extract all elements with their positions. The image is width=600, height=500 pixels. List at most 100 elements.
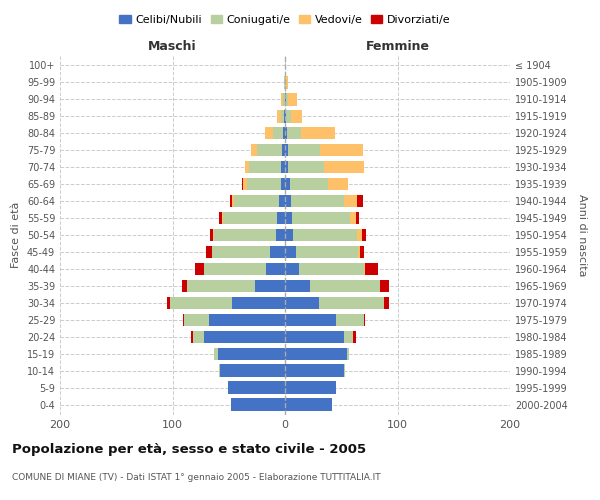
Bar [285, 178, 290, 190]
Bar [223, 212, 277, 224]
Bar [284, 76, 285, 88]
Bar [285, 280, 310, 292]
Bar [213, 228, 214, 241]
Bar [301, 126, 335, 140]
Bar [281, 160, 285, 173]
Bar [290, 110, 302, 122]
Bar [290, 178, 328, 190]
Text: Femmine: Femmine [365, 40, 430, 54]
Bar [281, 93, 283, 106]
Bar [365, 262, 379, 276]
Bar [206, 246, 212, 258]
Bar [358, 246, 361, 258]
Y-axis label: Fasce di età: Fasce di età [11, 202, 21, 268]
Bar [287, 126, 301, 140]
Bar [285, 348, 347, 360]
Bar [283, 126, 285, 140]
Bar [289, 144, 320, 156]
Bar [285, 110, 286, 122]
Bar [280, 194, 285, 207]
Bar [285, 212, 292, 224]
Bar [335, 314, 364, 326]
Bar [283, 93, 285, 106]
Bar [310, 280, 380, 292]
Bar [285, 246, 296, 258]
Bar [285, 194, 290, 207]
Bar [285, 296, 319, 310]
Bar [204, 262, 266, 276]
Bar [182, 314, 184, 326]
Bar [218, 348, 285, 360]
Bar [167, 296, 170, 310]
Bar [277, 212, 285, 224]
Bar [218, 364, 220, 377]
Bar [218, 212, 222, 224]
Bar [325, 160, 364, 173]
Bar [209, 314, 285, 326]
Bar [285, 398, 332, 411]
Legend: Celibi/Nubili, Coniugati/e, Vedovi/e, Divorziati/e: Celibi/Nubili, Coniugati/e, Vedovi/e, Di… [115, 10, 455, 29]
Text: Popolazione per età, sesso e stato civile - 2005: Popolazione per età, sesso e stato civil… [12, 442, 366, 456]
Bar [193, 330, 204, 344]
Bar [350, 212, 356, 224]
Bar [320, 144, 362, 156]
Bar [251, 144, 257, 156]
Bar [230, 194, 232, 207]
Bar [289, 160, 325, 173]
Bar [347, 348, 349, 360]
Bar [285, 228, 293, 241]
Bar [328, 178, 348, 190]
Bar [364, 262, 365, 276]
Bar [357, 228, 361, 241]
Bar [285, 76, 286, 88]
Bar [245, 160, 249, 173]
Bar [195, 262, 204, 276]
Bar [254, 280, 285, 292]
Bar [222, 212, 223, 224]
Bar [281, 178, 285, 190]
Bar [343, 330, 353, 344]
Bar [271, 246, 285, 258]
Bar [353, 330, 356, 344]
Bar [266, 262, 285, 276]
Bar [182, 280, 187, 292]
Bar [285, 144, 289, 156]
Text: Maschi: Maschi [148, 40, 197, 54]
Bar [191, 330, 193, 344]
Bar [285, 160, 289, 173]
Text: COMUNE DI MIANE (TV) - Dati ISTAT 1° gennaio 2005 - Elaborazione TUTTITALIA.IT: COMUNE DI MIANE (TV) - Dati ISTAT 1° gen… [12, 472, 380, 482]
Bar [285, 93, 286, 106]
Bar [272, 126, 283, 140]
Bar [249, 160, 281, 173]
Bar [244, 178, 247, 190]
Bar [356, 212, 359, 224]
Bar [214, 228, 276, 241]
Bar [277, 110, 281, 122]
Bar [343, 364, 344, 377]
Bar [235, 194, 280, 207]
Bar [299, 262, 364, 276]
Bar [242, 178, 244, 190]
Bar [232, 296, 285, 310]
Bar [285, 330, 343, 344]
Bar [214, 348, 218, 360]
Bar [247, 178, 281, 190]
Bar [296, 246, 358, 258]
Bar [319, 296, 384, 310]
Bar [231, 398, 285, 411]
Bar [290, 194, 343, 207]
Bar [209, 228, 213, 241]
Bar [281, 144, 285, 156]
Bar [286, 93, 289, 106]
Bar [286, 76, 289, 88]
Bar [285, 126, 287, 140]
Bar [361, 228, 366, 241]
Bar [285, 262, 299, 276]
Bar [257, 144, 281, 156]
Y-axis label: Anni di nascita: Anni di nascita [577, 194, 587, 276]
Bar [281, 110, 284, 122]
Bar [227, 382, 285, 394]
Bar [276, 228, 285, 241]
Bar [265, 126, 272, 140]
Bar [232, 194, 235, 207]
